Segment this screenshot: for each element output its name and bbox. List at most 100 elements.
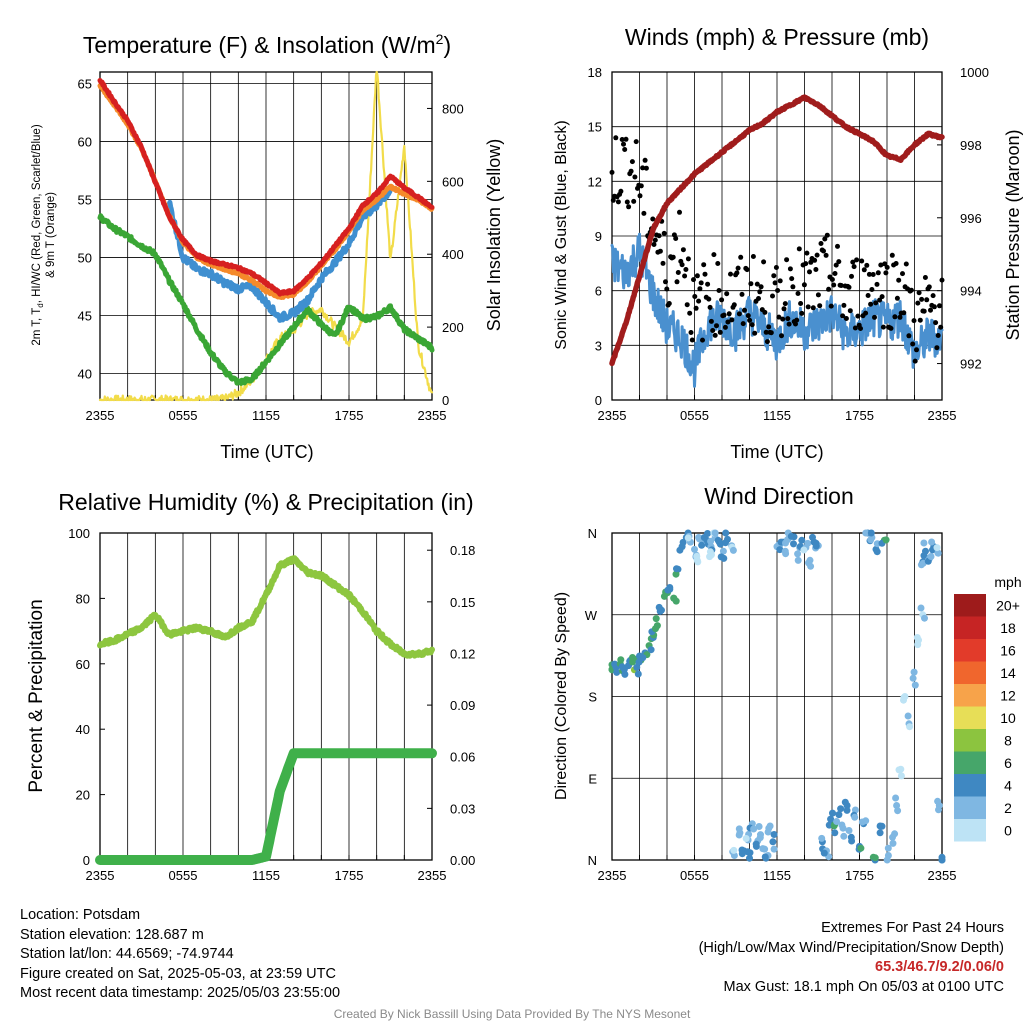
gust-point [930, 293, 936, 299]
colorbar-label: 0 [1004, 822, 1012, 838]
gust-point [882, 261, 888, 267]
gust-point [689, 337, 695, 343]
wind-direction-point [790, 540, 797, 548]
gust-point [894, 295, 900, 301]
colorbar-swatch [954, 639, 986, 662]
wind-direction-point [755, 823, 763, 830]
temperature-xlabel: Time (UTC) [220, 442, 313, 462]
colorbar-swatch [954, 796, 986, 819]
temperature-ytick-left-label: 40 [78, 366, 92, 381]
wind-direction-point [633, 663, 641, 671]
gust-point [701, 262, 707, 268]
humidity-panel: Relative Humidity (%) & Precipitation (i… [26, 489, 474, 793]
gust-point [864, 262, 870, 268]
gust-point [877, 297, 883, 303]
wind-direction-point [818, 834, 826, 842]
gust-point [762, 309, 768, 315]
wind-direction-point [738, 846, 746, 854]
winds-ytick-left-label: 0 [595, 393, 602, 408]
gust-point [688, 330, 694, 335]
wind-direction-point [889, 839, 897, 847]
gust-point [914, 347, 919, 353]
wind-direction-point [691, 545, 698, 553]
gust-point [692, 294, 698, 299]
wind-direction-point [744, 848, 752, 856]
gust-point [892, 314, 898, 320]
gust-point [721, 312, 727, 318]
gust-point [624, 199, 630, 205]
gust-point [817, 303, 823, 309]
gust-point [934, 345, 940, 351]
wind-direction-point [746, 854, 753, 862]
gust-point [849, 273, 854, 279]
humidity-ytick-left-label: 20 [76, 788, 90, 803]
gust-point [824, 232, 830, 238]
wind-direction-ytick-label: N [588, 526, 597, 541]
gust-point [794, 317, 800, 323]
gust-point [705, 281, 711, 287]
gust-point [908, 287, 914, 293]
gust-point [787, 266, 793, 272]
gust-point [875, 270, 881, 276]
temperature-ytick-left-label: 50 [78, 250, 92, 265]
gust-point [879, 294, 885, 300]
gust-point [796, 246, 802, 252]
gust-point [851, 264, 857, 270]
winds-xtick-label: 1755 [845, 408, 874, 423]
wind-direction-xtick-label: 0555 [680, 868, 709, 883]
gust-points [609, 135, 945, 364]
gust-point [726, 311, 732, 317]
gust-point [752, 330, 758, 336]
winds-xtick-label: 0555 [680, 408, 709, 423]
wind-direction-point [698, 541, 706, 549]
gust-point [747, 317, 753, 323]
gust-point [656, 233, 662, 239]
wind-direction-xtick-label: 1155 [763, 868, 791, 883]
gust-point [850, 259, 856, 265]
winds-ytick-right-label: 996 [960, 211, 982, 226]
colorbar-swatch [954, 819, 986, 842]
gust-point [939, 277, 945, 283]
max-gust-text: Max Gust: 18.1 mph On 05/03 at 0100 UTC [723, 978, 1004, 995]
wind-direction-point [851, 806, 859, 814]
winds-ytick-left-label: 18 [588, 65, 602, 80]
wind-direction-point [895, 766, 903, 774]
gust-point [693, 305, 699, 311]
temperature-xtick-label: 0555 [169, 408, 198, 423]
wind-direction-point [639, 654, 647, 662]
gust-point [679, 262, 685, 268]
wind-direction-point [770, 831, 778, 838]
wind-direction-point [933, 544, 941, 552]
gust-point [731, 302, 737, 308]
gust-point [609, 169, 615, 175]
gust-point [770, 293, 775, 299]
gust-point [697, 286, 703, 292]
wind-direction-point [782, 550, 790, 558]
gust-point [804, 250, 810, 256]
wind-direction-point [717, 553, 725, 561]
extremes-title: Extremes For Past 24 Hours [821, 920, 1004, 936]
gust-point [838, 283, 844, 288]
gust-point [801, 282, 807, 288]
humidity-ytick-right-label: 0.06 [450, 750, 475, 765]
winds-ytick-left-label: 9 [595, 229, 602, 244]
wind-direction-point [655, 603, 663, 611]
gust-point [633, 139, 639, 145]
winds-ytick-right-label: 992 [960, 357, 982, 372]
gust-point [773, 265, 779, 270]
gust-point [610, 197, 616, 203]
wind-direction-point [841, 798, 849, 806]
gust-point [866, 271, 872, 277]
gust-point [803, 261, 809, 267]
wind-direction-xtick-label: 2355 [928, 868, 957, 883]
temperature-ytick-right-label: 400 [442, 247, 464, 262]
gust-point [915, 300, 921, 306]
wind-direction-point [920, 552, 928, 560]
gust-point [766, 324, 772, 330]
colorbar-label: 14 [1000, 665, 1016, 681]
wind-direction-point [837, 805, 845, 813]
colorbar-swatch [954, 661, 986, 684]
wind-direction-point [764, 828, 772, 836]
elevation-text: Station elevation: 128.687 m [20, 926, 204, 943]
wind-direction-point [800, 546, 808, 554]
